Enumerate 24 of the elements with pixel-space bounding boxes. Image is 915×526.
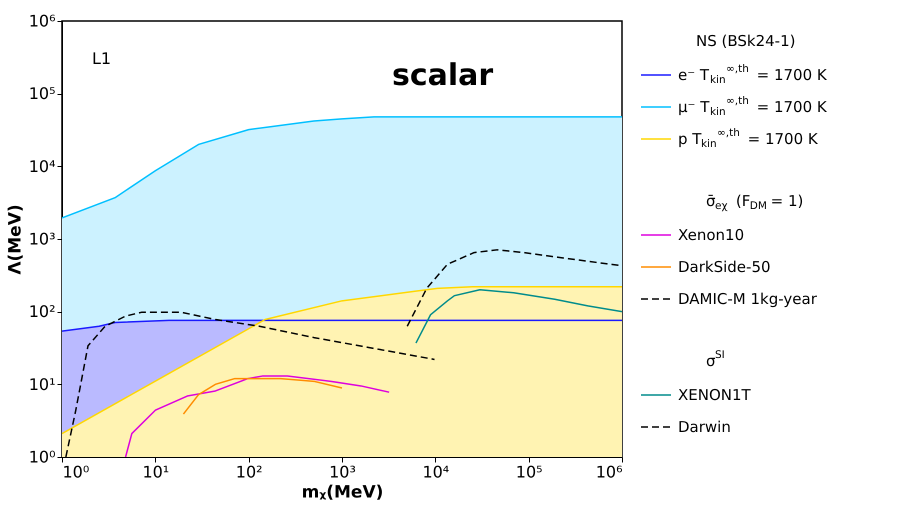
legend-label: XENON1T [678, 386, 752, 404]
x-tick-label: 10⁶ [596, 462, 622, 482]
y-tick-label: 10⁶ [28, 12, 56, 30]
legend-label: Darwin [678, 418, 731, 436]
x-tick-label: 10⁰ [62, 462, 90, 482]
annotation: scalar [392, 58, 494, 93]
legend-label: DarkSide-50 [678, 258, 771, 276]
legend-label: DAMIC-M 1kg-year [678, 290, 818, 308]
y-tick-label: 10⁴ [28, 156, 56, 176]
x-tick-label: 10⁵ [516, 462, 543, 482]
legend-title: NS (BSk24-1) [696, 32, 796, 50]
x-tick-label: 10⁴ [422, 462, 450, 482]
y-tick-label: 10¹ [28, 374, 56, 394]
x-tick-label: 10¹ [142, 462, 170, 482]
y-tick-label: 10⁵ [28, 84, 56, 104]
x-tick-label: 10³ [329, 462, 356, 482]
x-axis-title: mᵪ(MeV) [302, 482, 384, 502]
y-tick-label: 10³ [28, 230, 56, 248]
annotation: L1 [92, 49, 112, 68]
y-tick-label: 10⁰ [28, 448, 56, 466]
legend-label: Xenon10 [678, 226, 744, 244]
y-axis-title: Λ(MeV) [6, 204, 26, 275]
y-tick-label: 10² [28, 302, 56, 322]
x-tick-label: 10² [236, 462, 263, 482]
